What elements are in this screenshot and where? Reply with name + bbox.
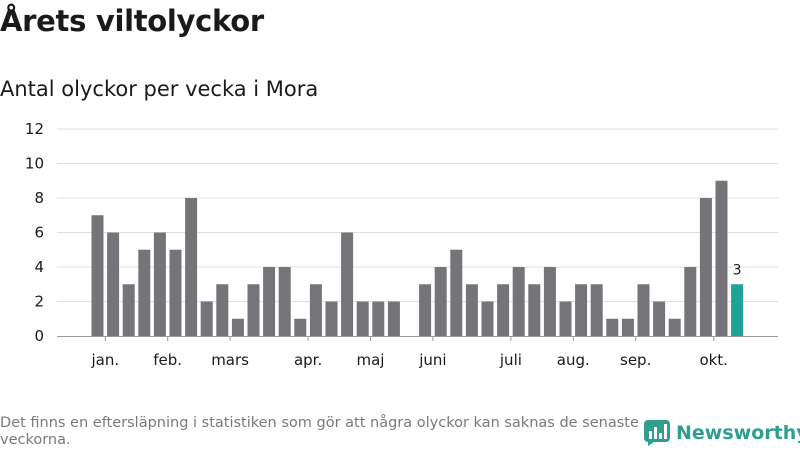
y-tick-label: 2 xyxy=(34,293,44,311)
bar xyxy=(637,284,650,336)
bar xyxy=(294,318,307,336)
bar xyxy=(107,232,120,336)
bar xyxy=(497,284,510,336)
bar xyxy=(512,267,525,336)
x-tick-label: okt. xyxy=(699,351,728,369)
bar xyxy=(91,215,104,336)
bar xyxy=(200,301,213,336)
brand-logo: Newsworthy xyxy=(644,420,800,446)
x-axis-labels: jan. feb. mars apr. maj juni juli aug. sep. okt. xyxy=(90,336,728,369)
x-tick-label: juli xyxy=(499,351,522,369)
bar xyxy=(684,267,697,336)
bar xyxy=(185,198,198,336)
y-tick-label: 0 xyxy=(34,327,44,345)
bar xyxy=(356,301,369,336)
x-tick-label: mars xyxy=(211,351,249,369)
bar xyxy=(247,284,260,336)
x-tick-label: jan. xyxy=(90,351,119,369)
bar xyxy=(216,284,229,336)
bar xyxy=(278,267,291,336)
bar-data-label: 3 xyxy=(733,262,742,278)
x-tick-label: apr. xyxy=(294,351,322,369)
bar xyxy=(387,301,400,336)
y-axis-ticks: 0 2 4 6 8 10 12 xyxy=(25,120,44,345)
x-tick-label: juni xyxy=(418,351,446,369)
footnote: Det finns en eftersläpning i statistiken… xyxy=(0,415,639,448)
x-tick-label: maj xyxy=(357,351,385,369)
bar xyxy=(715,180,728,336)
bar xyxy=(559,301,572,336)
bars: 3 xyxy=(91,180,744,336)
bar xyxy=(122,284,135,336)
bar xyxy=(341,232,354,336)
bar xyxy=(668,318,681,336)
y-tick-label: 12 xyxy=(25,120,44,138)
bar xyxy=(138,249,151,336)
bar xyxy=(621,318,634,336)
bar xyxy=(465,284,478,336)
bar xyxy=(169,249,182,336)
y-tick-label: 8 xyxy=(34,189,44,207)
bar xyxy=(434,267,447,336)
y-tick-label: 6 xyxy=(34,224,44,242)
bar xyxy=(653,301,666,336)
x-tick-label: feb. xyxy=(153,351,182,369)
bar xyxy=(153,232,166,336)
y-tick-label: 10 xyxy=(25,155,44,173)
bar xyxy=(419,284,432,336)
bar xyxy=(309,284,322,336)
x-tick-label: aug. xyxy=(557,351,590,369)
bar-chart: 0 2 4 6 8 10 12 3 jan. feb. mars apr. maj juni juli a… xyxy=(25,120,778,369)
bar xyxy=(481,301,494,336)
bar xyxy=(590,284,603,336)
bar xyxy=(450,249,463,336)
bar-chart-icon xyxy=(644,420,670,446)
bar xyxy=(263,267,276,336)
chart-subtitle: Antal olyckor per vecka i Mora xyxy=(0,77,319,101)
x-tick-label: sep. xyxy=(620,351,651,369)
bar xyxy=(325,301,338,336)
bar xyxy=(231,318,244,336)
page-title: Årets viltolyckor xyxy=(0,4,264,38)
y-tick-label: 4 xyxy=(34,258,44,276)
brand-name: Newsworthy xyxy=(676,422,800,444)
bar xyxy=(372,301,385,336)
bar xyxy=(543,267,556,336)
bar xyxy=(528,284,541,336)
bar xyxy=(575,284,588,336)
bar-highlight xyxy=(731,284,744,336)
bar xyxy=(606,318,619,336)
bar xyxy=(699,198,712,336)
